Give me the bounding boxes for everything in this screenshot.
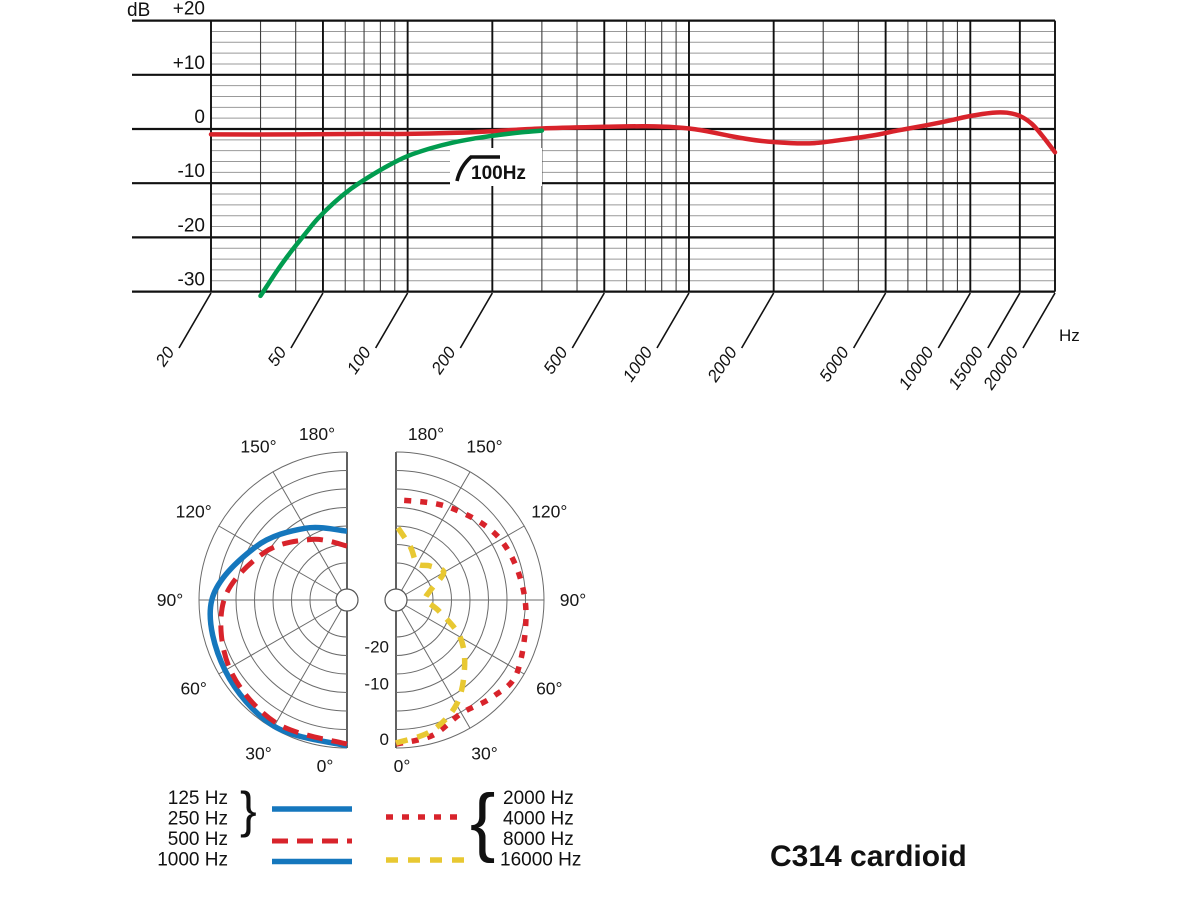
angle-label-right: 0° <box>394 756 411 776</box>
angle-label-right: 120° <box>531 502 567 522</box>
angle-label-left: 60° <box>180 679 206 699</box>
angle-label-left: 90° <box>157 590 183 610</box>
legend-label-500hz: 500 Hz <box>168 829 228 850</box>
polar-pattern-curves <box>207 496 529 749</box>
x-tick-mark <box>178 292 212 349</box>
x-tick-mark <box>852 292 887 349</box>
polar-curve-yellow-right <box>393 523 468 746</box>
legend-label-250hz: 250 Hz <box>168 809 228 830</box>
polar-hub <box>384 588 408 612</box>
polar-hub <box>335 588 359 612</box>
y-tick-label: 0 <box>194 107 205 128</box>
polar-spoke <box>401 609 471 729</box>
y-tick-label: +20 <box>173 0 205 20</box>
legend-label-4000hz: 4000 Hz <box>503 809 574 830</box>
polar-curve-red-right <box>395 496 529 747</box>
polar-curve-blue-left <box>207 524 348 749</box>
x-tick-mark <box>290 292 324 349</box>
polar-spoke <box>218 605 338 675</box>
angle-label-right: 90° <box>560 590 586 610</box>
x-tick-label: 10000 <box>895 343 938 393</box>
y-tick-label: -20 <box>178 215 205 236</box>
x-axis-unit-label: Hz <box>1059 326 1080 345</box>
x-tick-mark <box>374 292 409 349</box>
frequency-chart-grid <box>132 19 1056 293</box>
polar-spoke <box>405 605 525 675</box>
polar-pattern-labels: 180° 150° 120° 90° 60° 30° 0° 180° 150° 120° 90° 60… <box>157 424 586 776</box>
polar-curve-red-left <box>218 536 348 747</box>
legend-label-2000hz: 2000 Hz <box>503 788 574 809</box>
x-tick-label: 50 <box>264 343 291 370</box>
polar-legend: 125 Hz 250 Hz 500 Hz 1000 Hz } { 2000 Hz… <box>157 779 581 871</box>
angle-label-right: 150° <box>466 437 502 457</box>
x-tick-label: 20 <box>151 343 178 371</box>
angle-label-right: 180° <box>408 424 444 444</box>
curve-red <box>208 110 1058 155</box>
legend-label-8000hz: 8000 Hz <box>503 829 574 850</box>
x-tick-mark <box>987 292 1021 349</box>
radial-db-label: -20 <box>364 638 389 657</box>
legend-label-1000hz: 1000 Hz <box>157 850 228 871</box>
annotation-backdrop <box>450 148 542 186</box>
x-tick-mark <box>740 292 775 349</box>
x-tick-label: 100 <box>343 343 375 378</box>
y-tick-label: -30 <box>178 270 205 291</box>
low-cut-annotation: 100Hz <box>450 148 542 186</box>
frequency-chart-y-labels: +20 +10 0 -10 -20 -30 <box>173 0 205 291</box>
angle-label-left: 0° <box>317 756 334 776</box>
angle-label-left: 180° <box>299 424 335 444</box>
polar-spoke <box>405 525 525 595</box>
radial-db-label: 0 <box>380 730 389 749</box>
x-tick-label: 20000 <box>979 343 1023 394</box>
legend-right-brace: { <box>470 779 495 864</box>
x-tick-mark <box>656 292 690 349</box>
y-axis-unit-label: dB <box>127 0 150 21</box>
polar-spoke <box>272 471 342 591</box>
x-tick-label: 1000 <box>619 343 657 385</box>
x-tick-mark <box>571 292 605 349</box>
x-tick-label: 2000 <box>703 343 741 386</box>
angle-label-left: 120° <box>176 502 212 522</box>
polar-pattern-grid <box>198 451 545 749</box>
angle-label-left: 150° <box>240 437 276 457</box>
x-tick-mark <box>459 292 494 349</box>
angle-label-left: 30° <box>245 743 271 763</box>
page-title: C314 cardioid <box>770 840 967 873</box>
polar-spoke <box>272 609 342 729</box>
radial-db-label: -10 <box>364 675 389 694</box>
x-tick-mark <box>937 292 972 349</box>
angle-label-right: 30° <box>471 743 497 763</box>
legend-left-brace: } <box>240 782 257 838</box>
legend-label-125hz: 125 Hz <box>168 788 228 809</box>
x-tick-label: 500 <box>540 343 572 378</box>
low-cut-frequency-label: 100Hz <box>471 163 526 184</box>
x-tick-mark <box>1022 292 1056 349</box>
y-tick-label: -10 <box>178 161 205 182</box>
legend-label-16000hz: 16000 Hz <box>500 850 581 871</box>
x-tick-label: 200 <box>427 343 460 378</box>
curve-green <box>258 128 545 299</box>
polar-spoke <box>401 471 471 591</box>
polar-spoke <box>218 525 338 595</box>
high-pass-slope-icon <box>455 155 500 182</box>
x-tick-label: 5000 <box>816 343 854 385</box>
angle-label-right: 60° <box>536 679 562 699</box>
frequency-response-curves <box>208 110 1058 299</box>
x-tick-label: 15000 <box>944 343 987 393</box>
y-tick-label: +10 <box>173 53 205 74</box>
